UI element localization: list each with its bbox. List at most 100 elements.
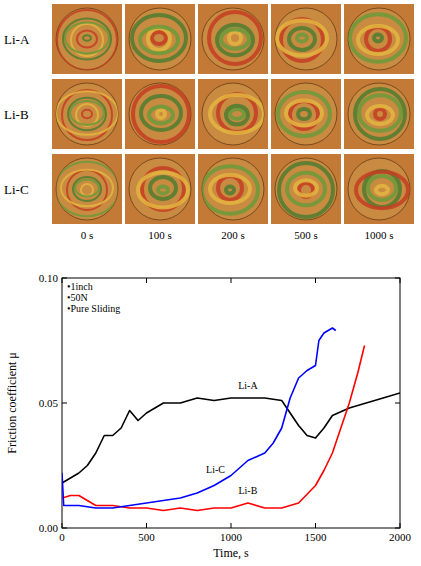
x-tick [62,278,63,283]
fringe [218,176,242,200]
micrograph-ground [344,79,414,149]
micrograph-ground [344,154,414,224]
contact-disc [129,158,191,220]
x-tick-label: 2000 [389,531,412,543]
fringes [56,90,118,140]
fringe [210,95,264,133]
series-label: Li-A [238,380,258,391]
fringe [359,95,401,131]
contact-disc [56,158,118,220]
figure: Li-ALi-BLi-C0 s100 s200 s500 s1000 s0500… [0,0,421,566]
micrograph-ground [125,154,195,224]
fringe [138,173,188,208]
micrograph-ground [271,154,341,224]
contact-disc [275,158,337,220]
fringe [367,106,393,124]
micrograph [125,4,195,74]
fringe [158,187,168,194]
row-label: Li-A [4,32,30,47]
fringes [138,168,188,210]
x-tick [62,523,63,528]
series-label: Li-C [206,464,225,475]
fringes [133,86,189,142]
column-label: 1000 s [364,229,393,241]
micrograph-ground [198,154,268,224]
micrograph-ground [198,79,268,149]
fringe [75,180,99,197]
row-label: Li-C [4,182,29,197]
series-line [62,393,400,483]
micrograph [198,154,268,224]
plot-frame [62,278,400,528]
fringe [217,25,253,56]
contact-disc [56,8,118,70]
column-label: 500 s [294,229,318,241]
fringe [229,32,241,44]
y-tick-label: 0.00 [39,522,59,534]
fringe [61,170,113,206]
x-tick [146,278,147,283]
x-tick [400,278,401,283]
fringe [209,12,261,64]
fringes [57,10,117,70]
fringes [350,14,406,62]
micrograph [344,79,414,149]
fringe [279,163,333,217]
fringe [157,110,165,118]
fringe [374,35,382,42]
series-line [62,328,336,508]
micrograph-ground [344,4,414,74]
y-tick [62,403,67,404]
series-label: Li-B [238,485,257,496]
fringe [221,29,249,49]
fringe [286,100,322,125]
fringes [202,166,258,214]
x-tick-label: 0 [59,531,65,543]
micrograph [125,79,195,149]
fringe [55,162,119,216]
annotation: •1inch [67,281,93,292]
fringe [277,21,327,56]
x-tick [146,523,147,528]
x-tick [315,278,316,283]
x-tick [315,523,316,528]
fringe [278,92,330,136]
fringe [132,15,186,61]
fringe [366,27,390,51]
fringe [287,173,325,205]
fringe [350,14,406,62]
annotation: •50N [67,292,88,303]
fringe [375,109,385,119]
fringe [297,35,307,42]
fringe [82,110,92,119]
micrograph [344,4,414,74]
y-tick [62,278,67,279]
fringe [376,186,388,194]
column-label: 200 s [221,229,245,241]
fringe [356,172,408,208]
contact-disc [348,8,410,70]
fringe [141,96,181,130]
y-tick [395,278,400,279]
fringes [278,92,330,136]
y-tick-label: 0.10 [39,272,59,284]
micrograph-ground [52,79,122,149]
contact-disc [275,8,337,70]
fringe [230,109,244,119]
fringe [289,28,315,50]
fringe [218,94,256,132]
micrograph [52,79,122,149]
micrograph [52,4,122,74]
contact-disc [348,158,410,220]
y-tick [395,528,400,529]
fringe [368,176,396,200]
micrograph-ground [198,4,268,74]
contact-disc [202,8,264,70]
micrograph-ground [52,154,122,224]
fringes [210,94,264,133]
fringe [68,98,106,130]
fringe [56,91,118,134]
fringe [81,184,93,196]
micrograph [271,4,341,74]
fringes [209,12,261,64]
